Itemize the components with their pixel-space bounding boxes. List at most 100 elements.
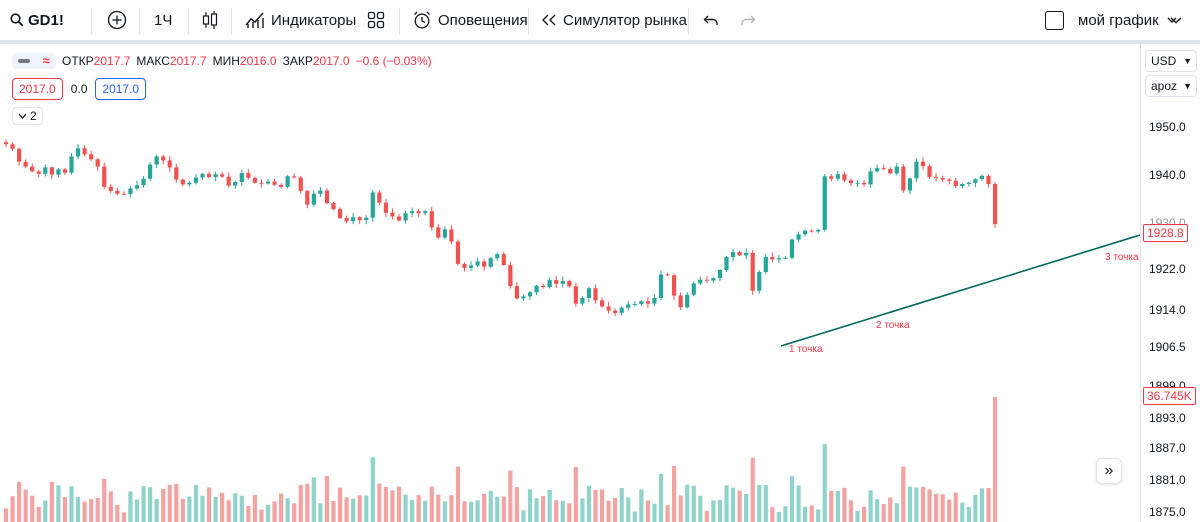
candle — [593, 284, 598, 304]
candle — [855, 180, 860, 188]
candle-body — [730, 252, 736, 257]
candle-body — [220, 174, 225, 177]
volume-bar — [645, 500, 650, 522]
candle — [23, 159, 28, 169]
close-label: ЗАКР — [282, 54, 313, 68]
candle — [619, 306, 624, 316]
chart-type-button[interactable] — [201, 0, 219, 40]
templates-button[interactable] — [367, 0, 385, 40]
candle-body — [796, 234, 801, 240]
candle-body — [141, 178, 146, 186]
candle-body — [737, 252, 742, 256]
scale-mode-select[interactable]: apoz ▼ — [1145, 75, 1197, 97]
volume-bar — [927, 489, 932, 522]
candle — [632, 301, 637, 307]
compare-button[interactable] — [107, 0, 127, 40]
indicators-button[interactable]: Индикаторы — [245, 0, 356, 40]
volume-bar — [632, 511, 637, 522]
volume-bar — [665, 505, 670, 522]
price-tick: 1893.0 — [1149, 411, 1186, 425]
annotation-point-1[interactable]: 1 точка — [789, 344, 823, 355]
candle — [121, 191, 126, 196]
candle-body — [672, 275, 677, 296]
candle-body — [252, 177, 257, 183]
candle-body — [992, 183, 998, 225]
wave-icon: ≈ — [42, 53, 50, 68]
volume-bar — [134, 499, 140, 522]
search-icon — [10, 13, 24, 27]
candle — [69, 153, 74, 175]
volume-bar — [789, 476, 795, 522]
annotation-point-2[interactable]: 2 точка — [876, 320, 910, 331]
trend-line[interactable] — [780, 234, 1140, 347]
layout-menu-button[interactable]: мой график — [1078, 0, 1177, 40]
candle — [265, 178, 271, 185]
candle-body — [829, 176, 834, 179]
indicators-icon — [245, 12, 264, 28]
candle-body — [920, 161, 926, 167]
candle — [658, 270, 664, 301]
candle-body — [586, 288, 592, 298]
candle — [252, 176, 257, 184]
volume-bar — [23, 489, 28, 522]
candle-body — [174, 167, 179, 180]
volume-bar — [580, 498, 585, 522]
alerts-button[interactable]: Оповещения — [412, 0, 528, 40]
volume-bar — [606, 500, 611, 522]
volume-tag: 36.745K — [1143, 387, 1196, 405]
sell-box[interactable]: 2017.0 — [12, 78, 63, 100]
candle-body — [960, 183, 965, 187]
candle — [822, 173, 827, 232]
candle-body — [436, 227, 441, 238]
volume-bar — [128, 491, 133, 522]
annotation-point-3[interactable]: 3 точка — [1105, 252, 1139, 263]
volume-bar — [855, 511, 860, 522]
candle — [17, 147, 22, 166]
volume-bar — [337, 487, 343, 522]
volume-bar — [390, 490, 395, 522]
candle — [272, 178, 277, 186]
candle-body — [89, 154, 94, 160]
candle — [606, 302, 611, 314]
candle-body — [468, 265, 474, 268]
volume-bar — [305, 483, 310, 522]
redo-button[interactable] — [740, 0, 756, 40]
candle — [318, 187, 323, 197]
volume-bar — [868, 490, 873, 522]
candle — [920, 157, 926, 170]
candlestick-chart[interactable] — [0, 44, 1140, 522]
volume-bar — [167, 484, 172, 522]
replay-button[interactable]: Симулятор рынка — [540, 0, 687, 40]
undo-button[interactable] — [703, 0, 719, 40]
candle-body — [966, 182, 971, 184]
candle-body — [475, 261, 480, 266]
layout-checkbox[interactable] — [1045, 0, 1064, 40]
candle-body — [711, 278, 716, 281]
candle-body — [514, 286, 519, 299]
volume-bar — [272, 501, 277, 522]
scroll-to-realtime-button[interactable]: » — [1096, 458, 1122, 484]
interval-button[interactable]: 1Ч — [154, 0, 172, 40]
candle-body — [410, 211, 415, 214]
chevron-down-icon — [18, 113, 27, 119]
volume-bar — [377, 483, 382, 522]
more-menu-button[interactable] — [1170, 0, 1182, 40]
candle-body — [154, 156, 159, 165]
candle-body — [206, 173, 212, 178]
legend-toggle[interactable]: ≈ — [12, 53, 56, 69]
collapse-indicators-button[interactable]: 2 — [12, 107, 43, 125]
candle — [200, 173, 205, 180]
candle-body — [416, 211, 421, 214]
currency-select[interactable]: USD ▼ — [1145, 50, 1197, 72]
volume-bar — [541, 496, 546, 522]
candle-body — [396, 216, 402, 221]
candle-body — [809, 230, 814, 232]
price-scale[interactable]: USD ▼ apoz ▼ 1950.0 1940.0 1930.0 1922.0 1… — [1140, 44, 1200, 522]
volume-bar — [416, 495, 421, 522]
candle — [82, 145, 87, 157]
buy-box[interactable]: 2017.0 — [95, 78, 147, 100]
symbol-search-button[interactable]: GD1! — [10, 0, 64, 40]
candle-body — [193, 177, 199, 183]
price-tick: 1887.0 — [1149, 441, 1186, 455]
candle — [49, 166, 54, 179]
